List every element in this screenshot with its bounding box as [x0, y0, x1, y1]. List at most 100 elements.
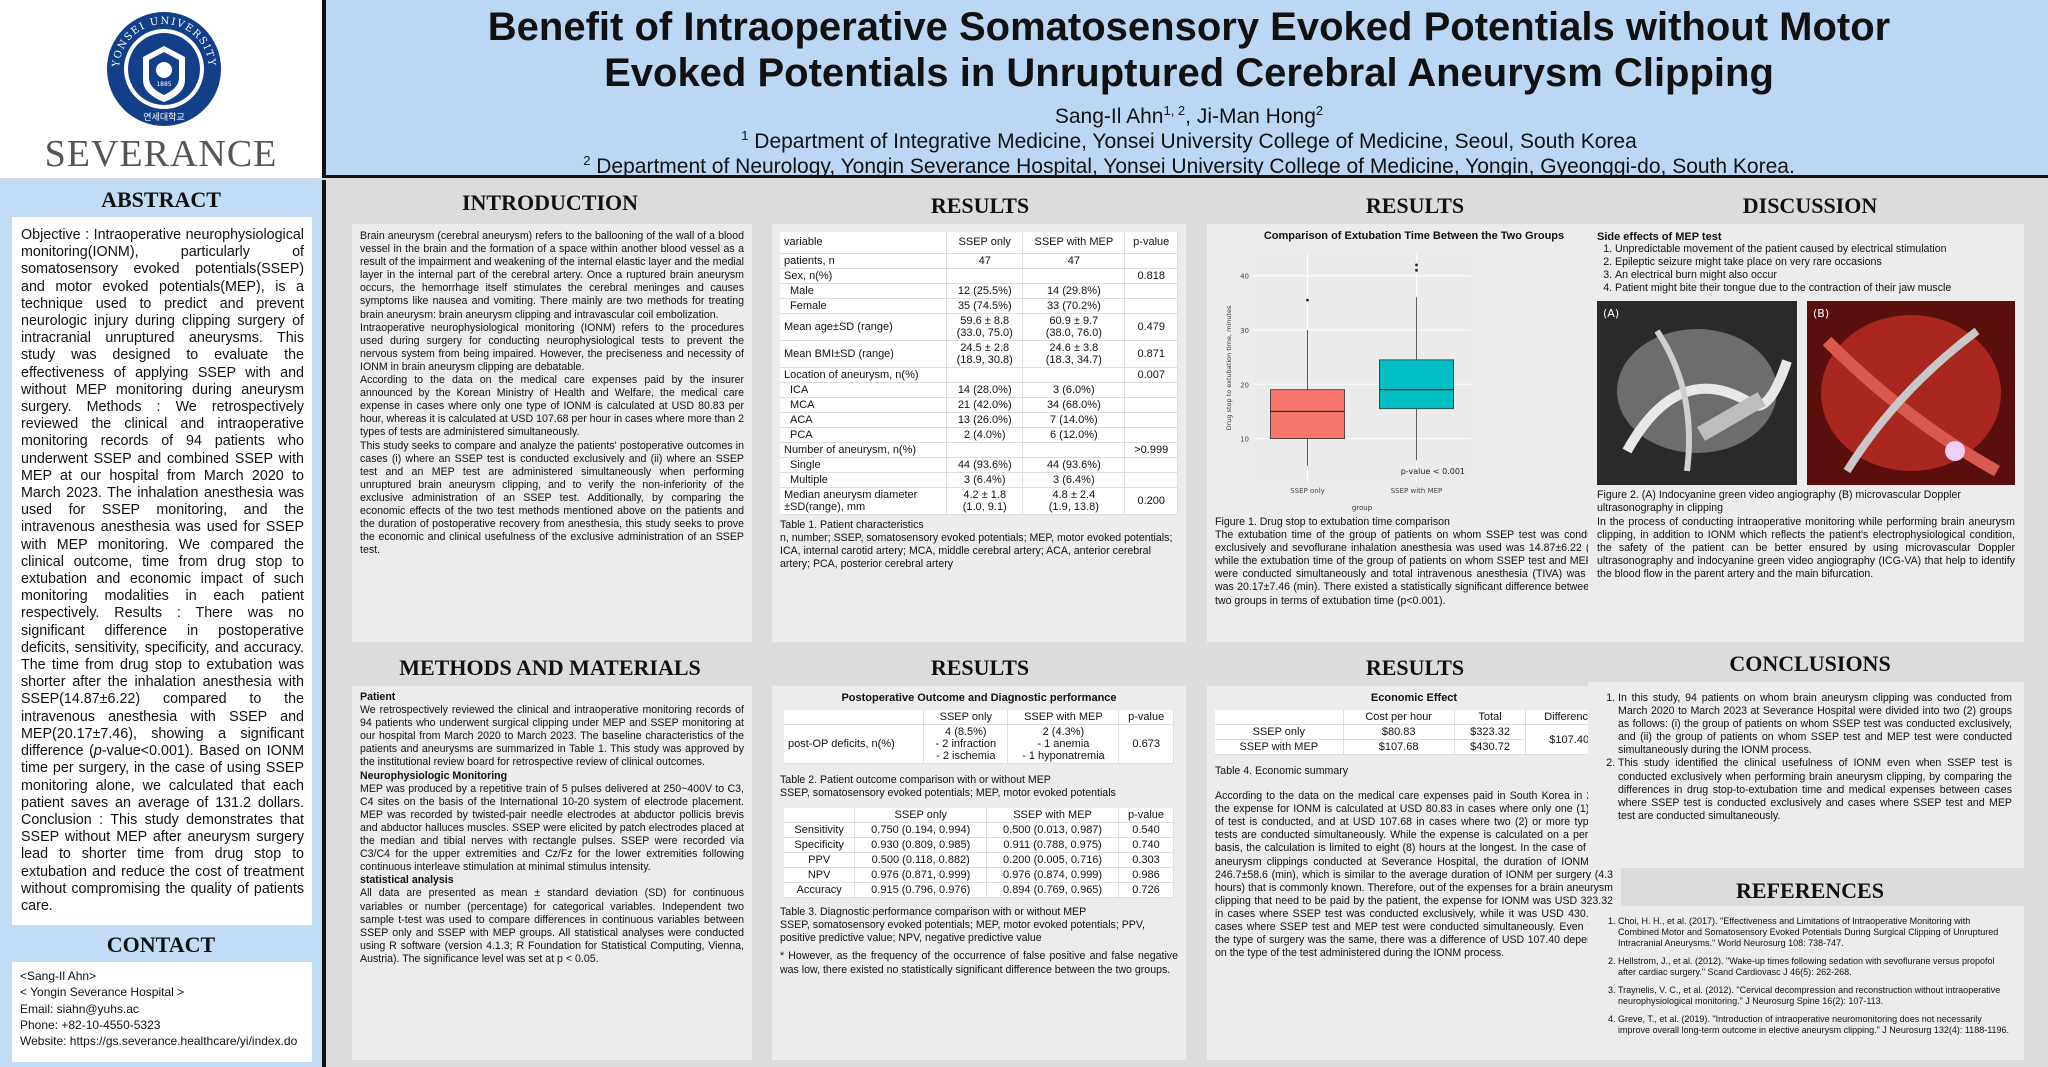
affiliation-2: 2 Department of Neurology, Yongin Severa… — [330, 148, 2048, 179]
table-cell: Multiple — [780, 472, 948, 488]
aff2-sup: 2 — [583, 153, 591, 168]
figure2-caption: Figure 2. (A) Indocyanine green video an… — [1597, 489, 1961, 515]
table-header-cell — [784, 808, 856, 824]
table-row: Median aneurysm diameter ±SD(range), mm 4… — [780, 487, 1178, 515]
table-cell — [946, 442, 1024, 458]
figure1-text: The extubation time of the group of pati… — [1215, 529, 1613, 607]
table-row: MCA 21 (42.0%) 34 (68.0%) — [780, 397, 1178, 413]
results1-panel: variable SSEP only SSEP with MEP p-value pat… — [772, 224, 1186, 642]
table-cell: 0.740 — [1118, 837, 1175, 854]
table-cell: Mean age±SD (range) — [780, 313, 948, 341]
y-tick-label: 40 — [1240, 273, 1249, 281]
table-cell: Accuracy — [784, 882, 856, 899]
table-cell: 4.8 ± 2.4 (1.9, 13.8) — [1022, 487, 1126, 515]
abstract-text-b: -value<0.001). Based on IONM time per su… — [21, 743, 305, 914]
table-cell — [1124, 382, 1178, 398]
reference-item: Hellstrom, J., et al. (2012). "Wake-up t… — [1618, 956, 2012, 978]
table-header-cell — [1215, 710, 1344, 725]
y-axis-label: Drug stop to extubation time, minutes — [1225, 305, 1233, 430]
table-row: Female 35 (74.5%) 33 (70.2%) — [780, 298, 1178, 314]
table-header-cell: Total — [1454, 710, 1527, 725]
methods-neuro-heading: Neurophysiologic Monitoring — [360, 769, 508, 782]
author-sep: , — [1185, 105, 1197, 128]
table-cell: Number of aneurysm, n(%) — [780, 442, 948, 458]
references-list: Choi, H. H., et al. (2017). "Effectivene… — [1600, 916, 2012, 1036]
table-cell: Specificity — [784, 837, 856, 854]
figure1-caption: Figure 1. Drug stop to extubation time c… — [1215, 516, 1450, 528]
table-cell — [1022, 442, 1126, 458]
table-cell: $107.68 — [1343, 739, 1455, 755]
contact-body: <Sang-Il Ahn> < Yongin Severance Hospita… — [12, 962, 312, 1062]
table-header-cell: SSEP only — [923, 710, 1009, 725]
table-header-cell: variable — [780, 232, 948, 254]
results2-title: Postoperative Outcome and Diagnostic per… — [841, 692, 1117, 704]
outlier-point — [1306, 298, 1309, 302]
results4-panel: Economic Effect Cost per hour Total Differ… — [1207, 686, 1621, 1060]
references-heading: REFERENCES — [1736, 878, 1884, 903]
results3-heading: RESULTS — [1365, 193, 1465, 218]
table2-caption: Table 2. Patient outcome comparison with… — [780, 774, 1116, 800]
table-cell: 4.2 ± 1.8 (1.0, 9.1) — [946, 487, 1024, 515]
table-cell: 47 — [946, 253, 1024, 269]
contact-hospital: < Yongin Severance Hospital > — [20, 985, 185, 1000]
table-cell: 0.818 — [1124, 268, 1178, 284]
table-cell: Median aneurysm diameter ±SD(range), mm — [780, 487, 948, 515]
x-axis-label: group — [1352, 504, 1373, 512]
reference-item: Greve, T., et al. (2019). "Introduction … — [1618, 1014, 2012, 1036]
table-cell: 3 (6.4%) — [1022, 472, 1126, 488]
table-cell — [1022, 367, 1126, 383]
table-cell — [1022, 268, 1126, 284]
table-cell: $430.72 — [1454, 739, 1527, 755]
table-cell: >0.999 — [1124, 442, 1178, 458]
contact-email[interactable]: Email: siahn@yuhs.ac — [20, 1001, 139, 1016]
y-tick-label: 20 — [1240, 381, 1249, 389]
table-cell: 44 (93.6%) — [1022, 457, 1126, 473]
table-row: ICA 14 (28.0%) 3 (6.0%) — [780, 382, 1178, 398]
x-tick-label: SSEP with MEP — [1391, 487, 1443, 495]
poster-header — [0, 0, 2048, 178]
table4-caption: Table 4. Economic summary — [1215, 765, 1349, 777]
table-cell: 47 — [1022, 253, 1126, 269]
table-cell: 0.500 (0.118, 0.882) — [854, 852, 988, 869]
outlier-point — [1415, 268, 1418, 272]
figure2: (A) (B) — [1597, 301, 2015, 486]
abstract-body: Objective : Intraoperative neurophysiolo… — [12, 217, 312, 925]
aff1-text: Department of Integrative Medicine, Yons… — [748, 130, 1637, 153]
table-cell: NPV — [784, 867, 856, 884]
table-cell: 0.976 (0.871, 0.999) — [854, 867, 988, 884]
chart-title: Comparison of Extubation Time Between th… — [1263, 230, 1565, 242]
table-cell — [1124, 457, 1178, 473]
table-row: Number of aneurysm, n(%) >0.999 — [780, 442, 1178, 458]
side-effect-item: Unpredictable movement of the patient ca… — [1615, 243, 2015, 256]
table-row: post-OP deficits, n(%) 4 (8.5%) - 2 infra… — [784, 724, 1174, 764]
contact-name: <Sang-Il Ahn> — [20, 969, 97, 983]
contact-website[interactable]: Website: https://gs.severance.healthcare… — [20, 1034, 298, 1049]
results4-heading: RESULTS — [1365, 655, 1465, 680]
table-cell: 6 (12.0%) — [1022, 427, 1126, 443]
table-cell — [1124, 397, 1178, 413]
table-header-cell: SSEP only — [946, 232, 1024, 254]
table-row: PPV 0.500 (0.118, 0.882) 0.200 (0.005, 0.7… — [784, 852, 1175, 869]
table-row: SSEP only $80.83 $323.32 $107.40 — [1215, 724, 1613, 755]
table-header-row: variable SSEP only SSEP with MEP p-value — [780, 232, 1178, 254]
table-cell: 21 (42.0%) — [946, 397, 1024, 413]
intro-p1: Brain aneurysm (cerebral aneurysm) refer… — [360, 230, 744, 321]
table-cell: 33 (70.2%) — [1022, 298, 1126, 314]
table-cell — [946, 367, 1024, 383]
table-cell: SSEP only — [1215, 724, 1344, 740]
table-cell: ICA — [780, 382, 948, 398]
author-2: Ji-Man Hong — [1196, 105, 1316, 128]
conclusions-heading: CONCLUSIONS — [1729, 651, 1891, 676]
outlier-point — [1415, 263, 1418, 267]
table-cell: MCA — [780, 397, 948, 413]
poster-title: Benefit of Intraoperative Somatosensory … — [330, 4, 2048, 96]
table-cell: 0.930 (0.809, 0.985) — [854, 837, 988, 854]
reference-item: Traynelis, V. C., et al. (2012). "Cervic… — [1618, 985, 2012, 1007]
discussion-subheading: Side effects of MEP test — [1597, 231, 1722, 243]
results4-title: Economic Effect — [1370, 692, 1458, 704]
table-cell: ACA — [780, 412, 948, 428]
side-effect-item: Patient might bite their tongue due to t… — [1615, 282, 2015, 295]
extubation-boxplot: 10 20 30 40 SSEP only SSEP with MEP group Drug … — [1225, 254, 1471, 512]
table-cell: Mean BMI±SD (range) — [780, 340, 948, 368]
conclusions-list: In this study, 94 patients on whom brain… — [1600, 692, 2012, 823]
